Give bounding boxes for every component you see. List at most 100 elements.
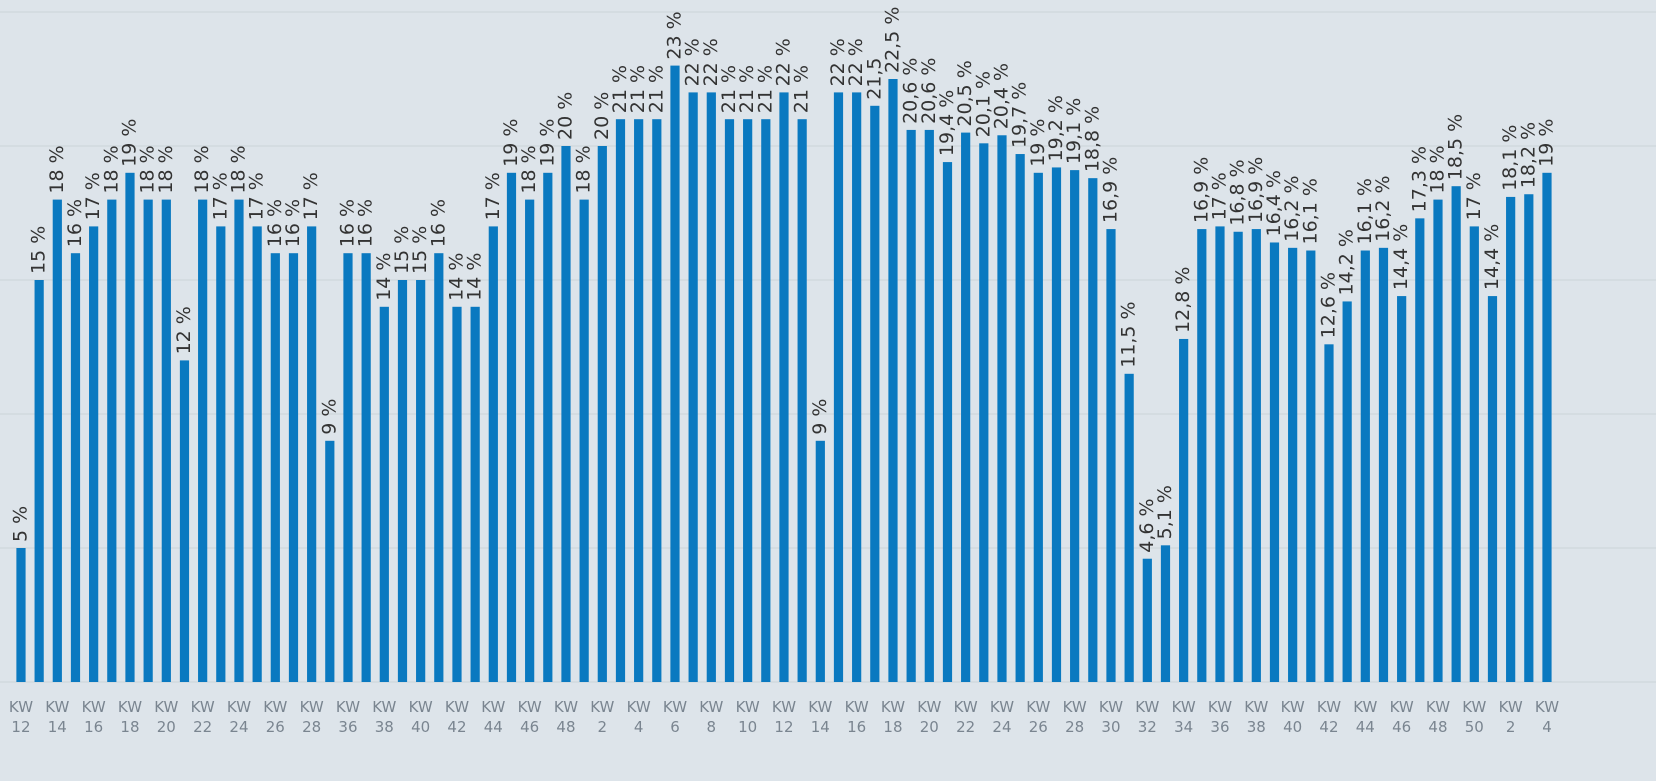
- value-label: 20 %: [591, 92, 613, 140]
- bar: [961, 132, 971, 683]
- value-label: 19 %: [118, 119, 140, 167]
- value-label: 21 %: [718, 65, 740, 113]
- value-label: 18 %: [1426, 145, 1448, 193]
- bar: [198, 199, 208, 682]
- x-tick-label: KW 26: [1026, 698, 1051, 736]
- value-label: 16 %: [336, 199, 358, 247]
- bar: [1251, 229, 1261, 682]
- value-label: 16 %: [355, 199, 377, 247]
- value-label: 9 %: [809, 399, 831, 435]
- bar: [416, 280, 426, 682]
- bar: [779, 92, 789, 682]
- value-label: 21 %: [627, 65, 649, 113]
- x-tick-label: KW 34: [1171, 698, 1196, 736]
- x-tick-label: KW 22: [953, 698, 978, 736]
- x-tick-label: KW 42: [1316, 698, 1342, 736]
- x-tick-label: KW 44: [481, 698, 506, 736]
- bar: [52, 199, 62, 682]
- value-label: 16 %: [264, 199, 286, 247]
- bar: [234, 199, 244, 682]
- bar: [1506, 196, 1516, 683]
- bar: [761, 119, 771, 682]
- bar: [743, 119, 753, 682]
- value-label: 11,5 %: [1118, 301, 1140, 367]
- bar: [1451, 186, 1461, 682]
- bar: [888, 79, 898, 682]
- bar: [597, 146, 607, 682]
- value-label: 16 %: [282, 199, 304, 247]
- bar: [107, 199, 117, 682]
- x-tick-label: KW 20: [917, 698, 942, 736]
- value-label: 20,4 %: [990, 63, 1012, 129]
- x-tick-label: KW 30: [1098, 698, 1124, 736]
- bar: [1469, 226, 1479, 682]
- value-label: 23 %: [663, 11, 685, 59]
- value-label: 14 %: [464, 253, 486, 301]
- x-tick-label: KW 44: [1353, 698, 1378, 736]
- bar: [1360, 250, 1370, 682]
- x-tick-label: KW 36: [1207, 698, 1233, 736]
- x-tick-label: KW 40: [1280, 698, 1305, 736]
- value-label: 19,7 %: [1009, 82, 1031, 148]
- bar: [1160, 545, 1171, 682]
- bar: [1179, 338, 1189, 682]
- value-label: 19 %: [1535, 119, 1557, 167]
- x-tick-label: KW 46: [1389, 698, 1414, 736]
- value-label: 15 %: [28, 226, 50, 274]
- value-label: 19,4 %: [936, 90, 958, 156]
- x-tick-label: KW 10: [735, 698, 760, 736]
- x-tick-label: KW 2: [590, 698, 615, 736]
- value-label: 18 %: [227, 145, 249, 193]
- value-label: 18 %: [155, 145, 177, 193]
- bar: [906, 129, 916, 683]
- value-label: 20,6 %: [918, 58, 940, 124]
- x-tick-label: KW 42: [444, 698, 470, 736]
- value-label: 18,1 %: [1499, 125, 1521, 191]
- x-tick-label: KW 46: [517, 698, 542, 736]
- value-label: 22 %: [682, 38, 704, 86]
- x-tick-label: KW 2: [1498, 698, 1523, 736]
- x-tick-label: KW 40: [408, 698, 433, 736]
- value-label: 22 %: [700, 38, 722, 86]
- x-tick-label: KW 24: [989, 698, 1015, 736]
- bar: [125, 172, 135, 683]
- x-tick-label: KW 8: [699, 698, 724, 736]
- bar: [325, 440, 335, 682]
- bar: [870, 105, 880, 683]
- x-tick-label: KW 18: [880, 698, 906, 736]
- value-label: 16,8 %: [1227, 159, 1249, 225]
- x-tick-label: KW 36: [335, 698, 361, 736]
- value-label: 21 %: [609, 65, 631, 113]
- x-tick-label: KW 4: [1534, 698, 1560, 736]
- bar: [615, 119, 626, 682]
- value-label: 16,9 %: [1190, 157, 1212, 223]
- x-tick-label: KW 14: [808, 698, 833, 736]
- value-label: 19,1 %: [1063, 98, 1085, 164]
- bar: [543, 172, 553, 683]
- bar: [1033, 172, 1043, 683]
- bar: [252, 226, 262, 682]
- value-label: 18,5 %: [1445, 114, 1467, 180]
- value-label: 19 %: [1027, 119, 1049, 167]
- bar: [1415, 218, 1425, 683]
- x-tick-label: KW 28: [299, 698, 324, 736]
- bar: [488, 226, 498, 682]
- value-label: 18 %: [46, 145, 68, 193]
- x-tick-label: KW 22: [190, 698, 215, 736]
- bar: [1378, 247, 1389, 682]
- bar: [452, 306, 462, 682]
- bar: [506, 172, 517, 683]
- x-tick-label: KW 50: [1462, 698, 1487, 736]
- value-label: 21 %: [645, 65, 667, 113]
- bar: [706, 92, 716, 682]
- value-label: 17 %: [82, 172, 104, 220]
- value-label: 21,5: [863, 57, 885, 99]
- bar: [924, 129, 934, 683]
- value-label: 12,8 %: [1172, 267, 1194, 333]
- value-label: 18 %: [100, 145, 122, 193]
- value-label: 14,2 %: [1336, 229, 1358, 295]
- value-label: 14 %: [373, 253, 395, 301]
- value-label: 18 %: [191, 145, 213, 193]
- x-tick-label: KW 14: [45, 698, 70, 736]
- value-label: 17 %: [1463, 172, 1485, 220]
